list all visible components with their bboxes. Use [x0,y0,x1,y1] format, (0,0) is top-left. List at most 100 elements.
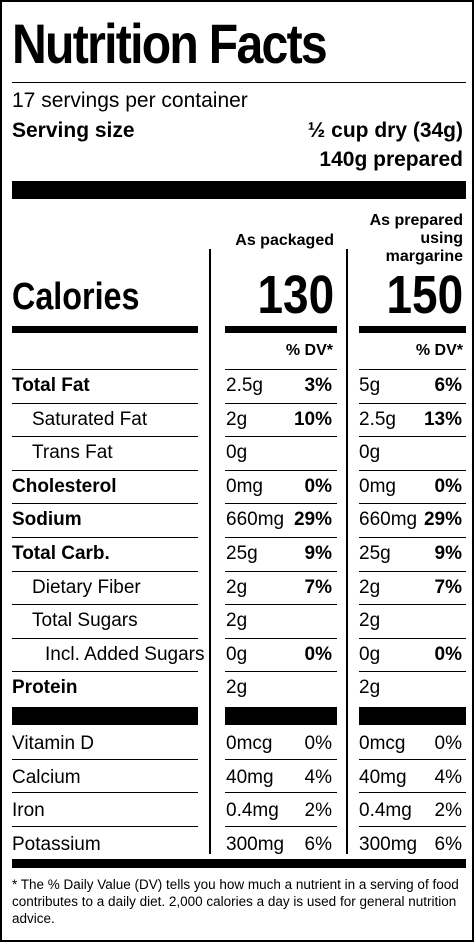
row-line-packaged [225,436,337,438]
nutrient-dv-prepared: 13% [423,408,462,430]
vitamin-amount-prepared: 300mg [359,833,418,855]
row-line-packaged [225,503,337,505]
row-line-name [12,436,198,438]
vitamin-amount-packaged: 40mg [226,766,274,788]
nutrient-name: Total Carb. [12,543,110,564]
calories-bar-left [12,326,198,333]
nutrient-name: Cholesterol [12,475,117,497]
nutrient-dv-packaged: 10% [293,408,332,430]
row-line-name [12,637,198,639]
nutrient-dv-packaged: 29% [293,509,332,531]
nutrient-dv-prepared: 7% [434,576,462,598]
row-line-packaged [225,637,337,639]
vitamin-bar-prepared [359,707,466,725]
row-line-prepared [359,402,466,404]
nutrient-name: Total Sugars [32,610,138,632]
column-header-prepared-1: As prepared [369,212,463,229]
serving-size-prepared: 140g prepared [319,148,463,171]
row-line-prepared [359,570,466,572]
vitamin-dv-packaged: 0% [304,733,332,754]
vitamin-amount-prepared: 0.4mg [359,800,412,821]
vitamin-line-packaged [225,758,337,760]
nutrient-name: Saturated Fat [32,408,148,430]
row-line-name [12,604,198,606]
vitamin-bar-packaged [225,707,337,725]
column-header-packaged: As packaged [235,232,334,249]
vitamin-line-name [12,758,198,760]
vitamin-amount-packaged: 0.4mg [226,800,279,821]
vitamin-line-packaged [225,825,337,827]
nutrient-amount-prepared: 2g [359,576,381,598]
vitamin-dv-prepared: 0% [434,733,462,754]
vitamin-dv-packaged: 2% [304,800,332,821]
vitamin-line-name [12,825,198,827]
row-line-name [12,503,198,505]
row-line-name [12,570,198,572]
bottom-thick-divider [12,859,466,868]
row-line-packaged [225,469,337,471]
vitamin-line-prepared [359,792,466,793]
nutrient-name: Protein [12,677,78,699]
vitamin-line-prepared [359,825,466,827]
nutrient-amount-packaged: 0mg [226,475,263,497]
nutrient-name: Dietary Fiber [32,576,141,598]
nutrient-dv-packaged: 0% [304,643,332,665]
nutrient-amount-packaged: 2g [226,677,248,699]
vitamin-amount-prepared: 0mcg [359,733,406,754]
row-line-name [12,537,198,538]
row-line-prepared [359,604,466,606]
vitamin-dv-prepared: 2% [434,800,462,821]
nutrient-name: Trans Fat [32,442,113,464]
row-line-name [12,369,198,370]
nutrient-dv-prepared: 0% [434,475,462,497]
vitamin-dv-prepared: 6% [434,833,462,855]
column-header-prepared-3: margarine [385,248,463,265]
nutrient-amount-prepared: 0g [359,442,381,464]
nutrient-amount-prepared: 25g [359,543,391,564]
nutrient-amount-packaged: 2g [226,610,248,632]
row-line-packaged [225,604,337,606]
nutrient-amount-prepared: 5g [359,375,381,396]
vitamin-name: Vitamin D [12,733,95,754]
dv-header-packaged: % DV* [285,342,333,359]
nutrient-amount-packaged: 0g [226,442,248,464]
nutrient-dv-prepared: 29% [423,509,462,531]
nutrient-amount-prepared: 2g [359,677,381,699]
row-line-name [12,469,198,471]
label-title: Nutrition Facts [12,12,328,75]
nutrient-amount-prepared: 0g [359,643,381,665]
row-line-packaged [225,369,337,370]
vitamin-bar-left [12,707,198,725]
nutrient-amount-packaged: 0g [226,643,248,665]
nutrient-dv-prepared: 0% [434,643,462,665]
vitamin-line-packaged [225,792,337,793]
row-line-name [12,402,198,404]
row-line-prepared [359,469,466,471]
nutrient-amount-packaged: 25g [226,543,258,564]
nutrient-amount-packaged: 2.5g [226,375,263,396]
nutrient-dv-packaged: 7% [304,576,332,598]
nutrient-name: Incl. Added Sugars [45,643,205,665]
vitamin-dv-packaged: 4% [304,766,332,788]
row-line-prepared [359,436,466,438]
calories-bar-packaged [225,326,337,333]
row-line-prepared [359,671,466,673]
nutrient-amount-prepared: 660mg [359,509,418,531]
serving-size-dry: ½ cup dry (34g) [307,119,463,142]
servings-per-container: 17 servings per container [12,89,248,112]
nutrient-dv-packaged: 9% [304,543,332,564]
nutrient-amount-prepared: 2.5g [359,408,396,430]
nutrient-name: Total Fat [12,375,90,396]
vitamin-amount-packaged: 0mcg [226,733,273,754]
vitamin-name: Potassium [12,833,101,855]
vitamin-dv-prepared: 4% [434,766,462,788]
row-line-packaged [225,537,337,538]
footnote: * The % Daily Value (DV) tells you how m… [12,877,459,926]
row-line-packaged [225,671,337,673]
nutrient-name: Sodium [12,509,82,531]
nutrient-amount-prepared: 0mg [359,475,396,497]
calories-prepared: 150 [386,265,463,325]
calories-label: Calories [12,276,140,318]
nutrient-amount-packaged: 2g [226,408,248,430]
